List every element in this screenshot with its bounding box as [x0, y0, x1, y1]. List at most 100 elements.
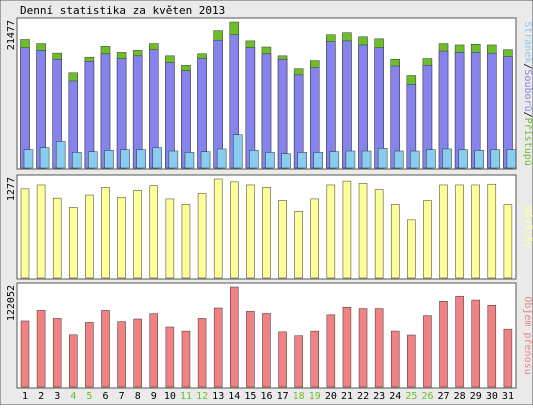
bar-souboru [245, 47, 256, 169]
bar-stranek [377, 148, 388, 169]
bar-stranek [474, 150, 484, 169]
bar-visits [117, 197, 126, 279]
bar-transfer [165, 326, 175, 388]
bar-transfer [374, 308, 384, 388]
legend-hits: Stránek/Souborů/Přístupů [522, 21, 533, 166]
bar-transfer [487, 304, 497, 388]
bar-transfer [85, 322, 94, 388]
bar-visits [165, 198, 175, 279]
x-tick-label: 27 [438, 391, 450, 402]
x-tick-label: 7 [119, 391, 125, 402]
bar-stranek [490, 149, 501, 169]
chart-title: Denní statistika za květen 2013 [20, 4, 225, 17]
bar-stranek [345, 150, 356, 169]
x-tick-label: 11 [180, 391, 192, 402]
bar-visits [423, 200, 432, 279]
bar-stranek [393, 150, 404, 169]
bar-visits [278, 200, 287, 279]
panel-transfer: 122052 Objem přenosu [6, 282, 533, 389]
bar-visits [36, 184, 46, 279]
bar-stranek [55, 141, 66, 169]
x-tick-label: 30 [486, 391, 498, 402]
bar-transfer [423, 315, 432, 388]
bar-stranek [168, 150, 179, 169]
legend-entry: / [522, 63, 533, 69]
x-axis-labels: 1 2 3 4 5 6 7 8 9 10 11 12 13 14 15 16 17 18 19 20 21 22 23 24 2… [22, 391, 514, 402]
x-tick-label: 20 [325, 391, 337, 402]
bar-visits [342, 180, 352, 279]
x-tick-label: 3 [54, 391, 60, 402]
legend-transfer: Objem přenosu [522, 296, 533, 374]
bar-transfer [69, 334, 78, 388]
bar-stranek [216, 148, 227, 169]
bar-visits [52, 197, 62, 279]
panel-hits: 21477 Stránek/Souborů/Přístupů [6, 17, 533, 170]
bar-visits [85, 194, 94, 279]
y-max-label: 1277 [6, 177, 17, 201]
bar-visits [133, 190, 142, 279]
bar-visits [149, 185, 159, 279]
bar-transfer [278, 331, 287, 388]
x-tick-label: 12 [196, 391, 208, 402]
bar-transfer [230, 286, 239, 388]
bar-visits [407, 219, 416, 279]
bar-stranek [313, 152, 323, 169]
bar-transfer [20, 320, 30, 388]
x-tick-label: 24 [389, 391, 401, 402]
bar-transfer [213, 307, 223, 388]
x-tick-label: 19 [309, 391, 321, 402]
bar-visits [439, 184, 448, 279]
bar-transfer [117, 321, 126, 388]
bar-transfer [197, 318, 207, 388]
x-tick-label: 13 [212, 391, 224, 402]
x-tick-label: 6 [103, 391, 109, 402]
legend-entry: Souborů [522, 69, 533, 111]
bar-stranek [39, 147, 50, 169]
bar-stranek [506, 149, 517, 169]
x-tick-label: 5 [86, 391, 92, 402]
bar-transfer [358, 308, 368, 388]
legend-entry: Stránek [522, 21, 533, 63]
bar-visits [197, 193, 207, 279]
bar-transfer [294, 335, 303, 388]
panels-group: 21477 Stránek/Souborů/Přístupů1277Návštěv… [6, 17, 533, 389]
bar-transfer [503, 328, 513, 388]
bar-visits [374, 189, 384, 279]
bar-transfer [262, 313, 271, 388]
x-tick-label: 9 [151, 391, 157, 402]
legend-entry: Přístupů [522, 118, 533, 166]
legend-visits: Návštěv [522, 206, 533, 248]
bar-stranek [458, 149, 468, 169]
x-tick-label: 4 [70, 391, 76, 402]
bar-visits [294, 211, 303, 279]
x-tick-label: 29 [470, 391, 482, 402]
bar-stranek [361, 150, 372, 169]
bar-stranek [426, 149, 436, 169]
x-tick-label: 22 [357, 391, 369, 402]
bar-stranek [233, 134, 243, 169]
x-tick-label: 14 [228, 391, 240, 402]
bar-stranek [72, 152, 82, 169]
bar-stranek [152, 147, 163, 169]
bar-visits [358, 183, 368, 279]
bar-stranek [281, 153, 291, 169]
bar-visits [326, 184, 336, 279]
bar-transfer [326, 314, 336, 388]
bar-transfer [310, 330, 319, 388]
bar-stranek [297, 152, 307, 169]
bar-stranek [200, 151, 211, 169]
bar-visits [487, 183, 497, 279]
bar-transfer [439, 301, 448, 388]
bar-stranek [88, 151, 98, 169]
x-tick-label: 17 [277, 391, 289, 402]
bar-transfer [181, 330, 191, 388]
bar-stranek [265, 152, 275, 169]
legend-entry: Návštěv [522, 206, 533, 248]
bar-souboru [342, 40, 352, 169]
x-tick-label: 10 [164, 391, 176, 402]
y-max-label: 21477 [6, 20, 17, 50]
bar-souboru [277, 58, 288, 169]
x-tick-label: 8 [135, 391, 141, 402]
